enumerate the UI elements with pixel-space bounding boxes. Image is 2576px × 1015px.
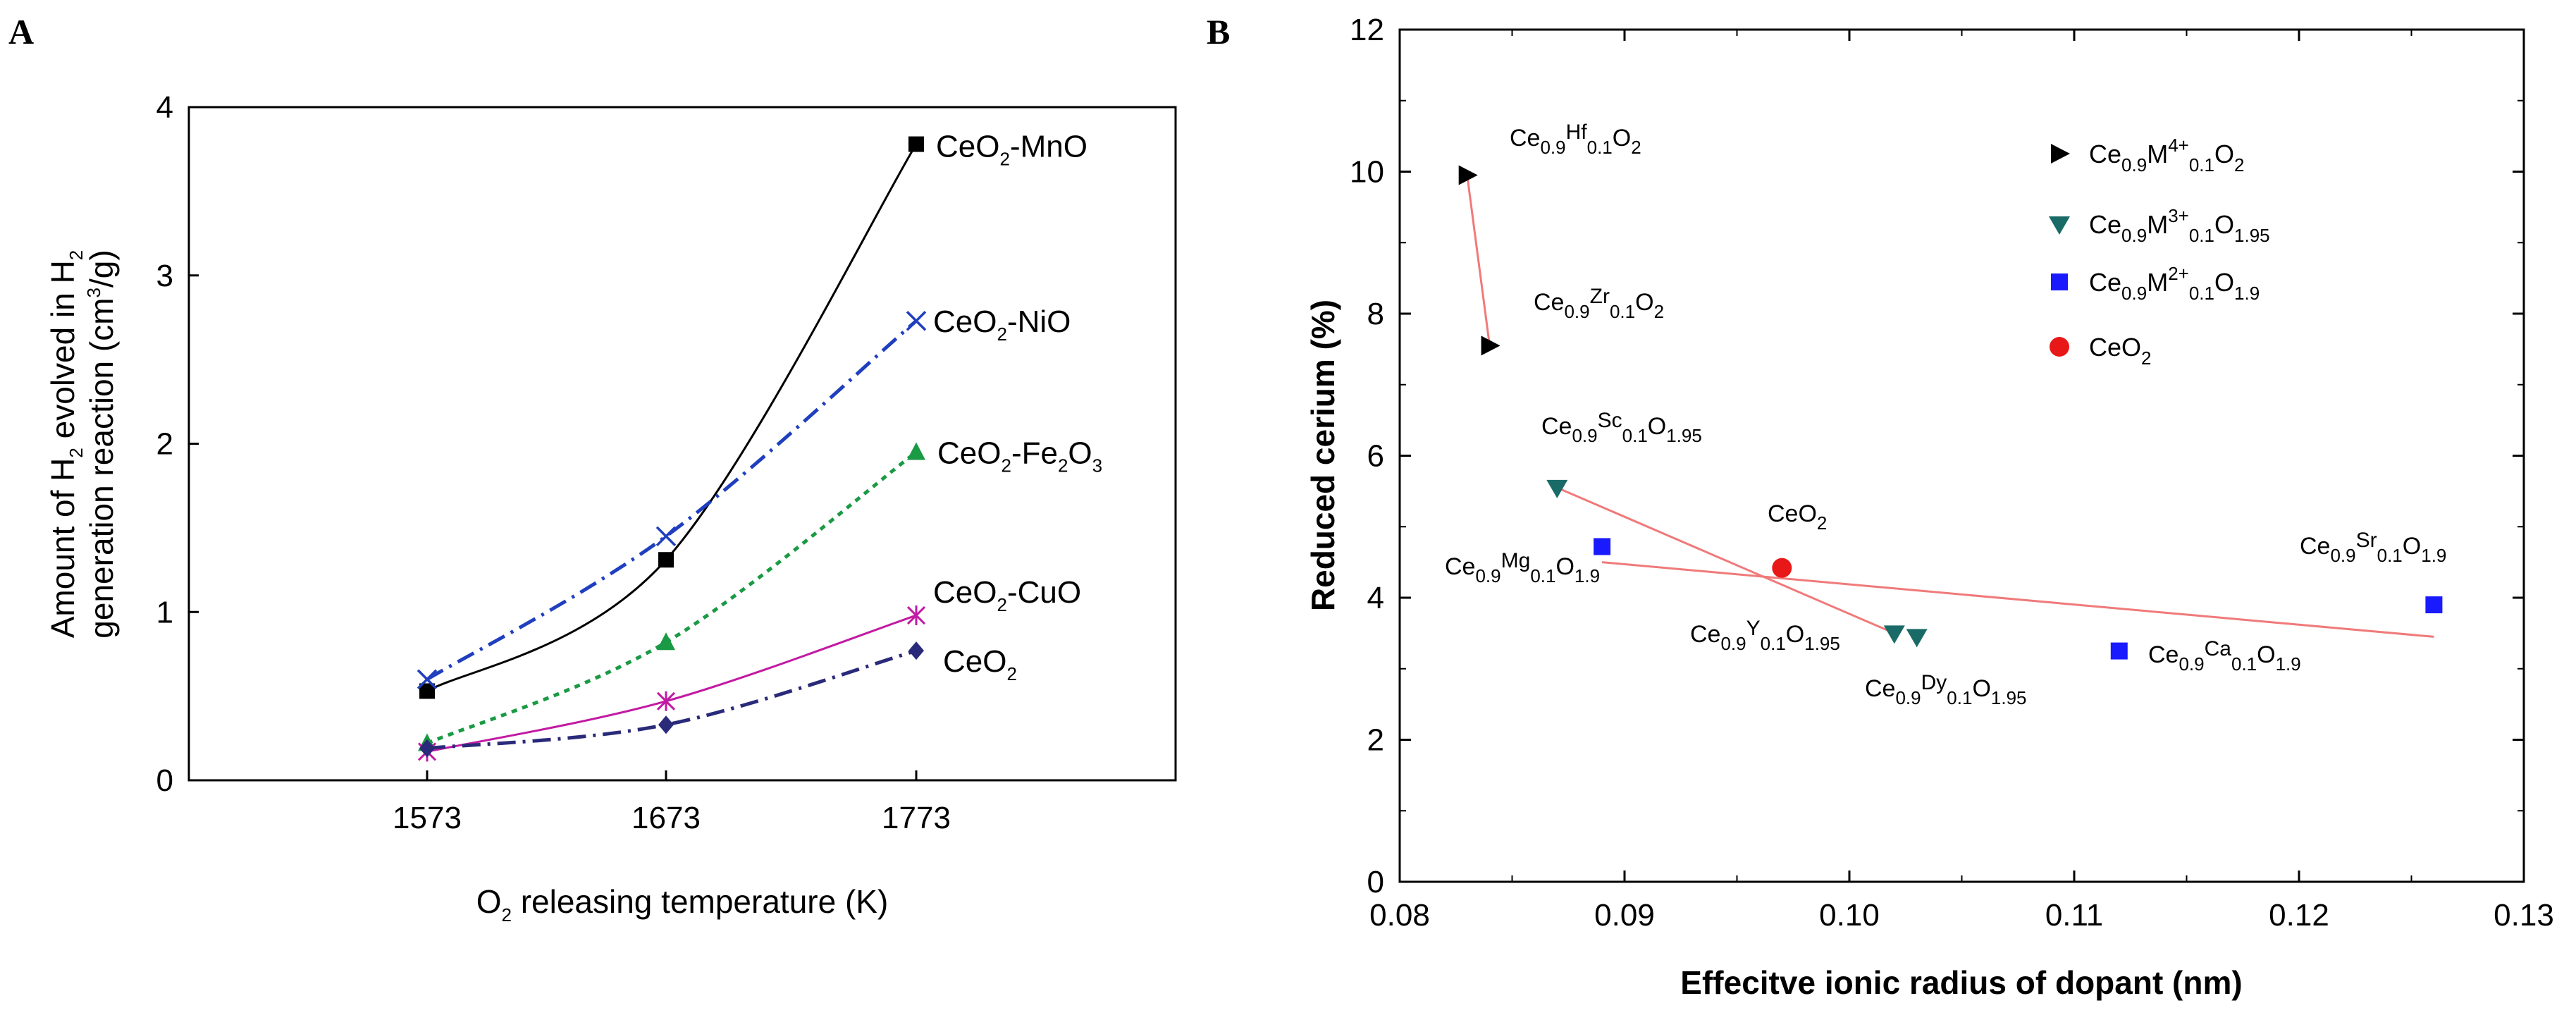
panel-b-y-tick-label: 8	[1367, 297, 1384, 331]
series-label-ceo2-mno: CeO2-MnO	[936, 130, 1087, 170]
panel-b-y-axis-label: Reduced cerium (%)	[1305, 300, 1341, 611]
data-point-ceo2-cuo	[656, 691, 676, 711]
panel-a-y-axis-label-line2: generation reaction (cm3/g)	[83, 250, 120, 638]
panel-b-x-tick-label: 0.10	[1819, 898, 1880, 933]
data-point-ceo2-nio	[655, 526, 677, 547]
data-point-ceo2-nio	[906, 310, 927, 331]
trend-line	[1601, 561, 2434, 638]
panel-a-x-axis-label: O2 releasing temperature (K)	[476, 883, 889, 925]
trend-line	[1556, 486, 1895, 634]
data-point-ceo2-fe2o3	[907, 442, 925, 460]
point-label-mg: Ce0.9Mg0.1O1.9	[1445, 549, 1600, 586]
panel-a-x-tick-label: 1573	[393, 801, 462, 835]
panel-b-letter: B	[1207, 12, 1230, 51]
panel-b-chart: 0 2 4 6 8 10 12 0.08 0.09 0.10 0.11 0.12 0.13 Ce0.9H…	[1305, 13, 2554, 1001]
data-point-zr	[1481, 336, 1500, 356]
point-label-hf: Ce0.9Hf0.1O2	[1510, 121, 1641, 158]
point-label-y: Ce0.9Y0.1O1.95	[1690, 617, 1840, 654]
series-line-ceo2-mno	[426, 143, 918, 692]
legend-label-m3plus: Ce0.9M3+0.1O1.95	[2089, 205, 2270, 246]
data-point-mg	[1594, 538, 1611, 555]
panel-b-y-tick-label: 4	[1367, 581, 1384, 615]
legend-marker-m3plus	[2049, 216, 2070, 235]
panel-b-x-tick-label: 0.12	[2269, 898, 2329, 933]
data-point-ceo2	[419, 739, 435, 758]
panel-a-y-tick-label: 4	[156, 90, 173, 125]
data-point-ceo2-mno	[419, 683, 435, 699]
point-label-dy: Ce0.9Dy0.1O1.95	[1865, 671, 2027, 708]
panel-a-y-tick-label: 0	[156, 763, 173, 798]
legend-label-ceo2: CeO2	[2089, 333, 2152, 369]
legend-label-m4plus: Ce0.9M4+0.1O2	[2089, 135, 2244, 176]
panel-a-letter: A	[8, 12, 34, 51]
data-point-ceo2	[908, 641, 924, 660]
data-point-dy	[1906, 629, 1928, 648]
data-point-ceo2	[658, 715, 674, 734]
trend-line	[1466, 175, 1491, 346]
panel-a-y-tick-label: 2	[156, 427, 173, 462]
data-point-ceo2-mno	[658, 552, 674, 568]
legend-marker-ceo2	[2050, 337, 2069, 357]
data-point-sr	[2425, 596, 2443, 614]
data-point-ceo2-nio	[417, 669, 438, 689]
legend-marker-m4plus	[2051, 144, 2070, 164]
panel-b-x-tick-label: 0.09	[1594, 898, 1655, 933]
panel-b-y-tick-label: 10	[1350, 155, 1384, 190]
data-point-ce	[1772, 558, 1792, 578]
panel-a-y-axis-label-line1: Amount of H2 evolved in H2	[44, 250, 87, 639]
point-label-ca: Ce0.9Ca0.1O1.9	[2148, 637, 2301, 675]
data-point-hf	[1458, 165, 1478, 185]
point-label-zr: Ce0.9Zr0.1O2	[1534, 285, 1664, 322]
series-label-ceo2-fe2o3: CeO2-Fe2O3	[937, 436, 1102, 476]
data-point-ca	[2110, 642, 2128, 660]
data-point-y	[1883, 625, 1905, 644]
panel-b-y-tick-label: 0	[1367, 865, 1384, 899]
panel-b-y-tick-label: 2	[1367, 723, 1384, 758]
panel-b-x-tick-label: 0.13	[2494, 898, 2554, 933]
data-point-sc	[1546, 479, 1568, 498]
series-label-ceo2-cuo: CeO2-CuO	[933, 575, 1081, 615]
data-point-ceo2-cuo	[906, 605, 926, 626]
data-point-ceo2-mno	[908, 136, 924, 152]
point-label-ce: CeO2	[1768, 500, 1827, 534]
panel-b-y-tick-label: 12	[1350, 13, 1384, 47]
panel-b-x-tick-label: 0.08	[1369, 898, 1430, 933]
point-label-sc: Ce0.9Sc0.1O1.95	[1541, 409, 1702, 446]
series-label-ceo2: CeO2	[943, 644, 1017, 684]
panel-a-y-tick-label: 3	[156, 259, 173, 293]
panel-b-plot-frame	[1398, 28, 2525, 883]
legend-label-m2plus: Ce0.9M2+0.1O1.9	[2089, 263, 2260, 304]
panel-a-x-tick-label: 1673	[631, 801, 701, 835]
panel-a-x-tick-label: 1773	[882, 801, 951, 835]
data-point-ceo2-fe2o3	[657, 632, 675, 651]
legend-marker-m2plus	[2051, 273, 2068, 290]
point-label-sr: Ce0.9Sr0.1O1.9	[2300, 529, 2446, 566]
panel-b-x-axis-label: Effecitve ionic radius of dopant (nm)	[1680, 964, 2242, 1001]
series-line-ceo2	[426, 648, 917, 751]
series-label-ceo2-nio: CeO2-NiO	[933, 304, 1071, 345]
panel-b-x-tick-label: 0.11	[2045, 898, 2103, 933]
panel-a-chart: 0 1 2 3 4 1573 1673 1773 CeO2-MnO CeO2-NiO CeO2-F…	[44, 90, 1177, 925]
series-line-ceo2-nio	[426, 319, 918, 681]
panel-b-y-tick-label: 6	[1367, 439, 1384, 474]
series-line-ceo2-cuo	[426, 614, 917, 753]
panel-a-y-tick-label: 1	[156, 595, 173, 629]
